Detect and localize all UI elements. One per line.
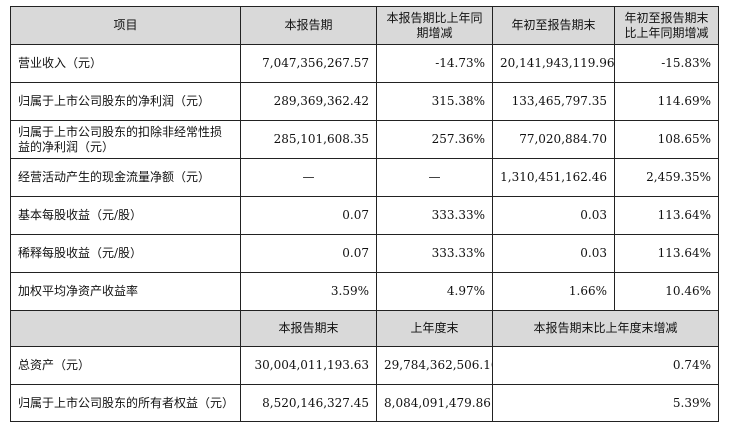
table-row: 经营活动产生的现金流量净额（元） — — 1,310,451,162.46 2,… xyxy=(10,158,719,197)
cell-current-change: -14.73% xyxy=(376,44,493,83)
cell-current: 285,101,608.35 xyxy=(240,120,377,159)
cell-ytd-change: 113.64% xyxy=(614,196,719,235)
cell-current: 0.07 xyxy=(240,196,377,235)
cell-change: 5.39% xyxy=(492,384,719,422)
cell-ytd: 77,020,884.70 xyxy=(492,120,615,159)
header-current-period: 本报告期 xyxy=(240,6,377,45)
row-label: 归属于上市公司股东的扣除非经常性损益的净利润（元） xyxy=(10,120,241,159)
cell-ytd-change: 2,459.35% xyxy=(614,158,719,197)
row-label: 归属于上市公司股东的净利润（元） xyxy=(10,82,241,121)
cell-period-end: 30,004,011,193.63 xyxy=(240,346,377,385)
cell-change: 0.74% xyxy=(492,346,719,385)
header-current-change: 本报告期比上年同期增减 xyxy=(376,6,493,45)
table-row: 归属于上市公司股东的扣除非经常性损益的净利润（元） 285,101,608.35… xyxy=(10,120,719,159)
cell-prior-year-end: 29,784,362,506.10 xyxy=(376,346,493,385)
table-row: 总资产（元） 30,004,011,193.63 29,784,362,506.… xyxy=(10,346,719,385)
cell-current-change: 257.36% xyxy=(376,120,493,159)
cell-ytd: 1,310,451,162.46 xyxy=(492,158,615,197)
cell-current-change: 4.97% xyxy=(376,272,493,311)
cell-ytd: 0.03 xyxy=(492,234,615,273)
row-label: 加权平均净资产收益率 xyxy=(10,272,241,311)
cell-current: 7,047,356,267.57 xyxy=(240,44,377,83)
cell-current: 289,369,362.42 xyxy=(240,82,377,121)
header-prior-year-end: 上年度末 xyxy=(376,310,493,347)
row-label: 归属于上市公司股东的所有者权益（元） xyxy=(10,384,241,422)
table-row: 加权平均净资产收益率 3.59% 4.97% 1.66% 10.46% xyxy=(10,272,719,311)
cell-current-change: 333.33% xyxy=(376,234,493,273)
header-period-end: 本报告期末 xyxy=(240,310,377,347)
table-row: 稀释每股收益（元/股） 0.07 333.33% 0.03 113.64% xyxy=(10,234,719,273)
row-label: 营业收入（元） xyxy=(10,44,241,83)
header-blank xyxy=(10,310,241,347)
cell-current-change: 315.38% xyxy=(376,82,493,121)
cell-ytd-change: 113.64% xyxy=(614,234,719,273)
cell-current: — xyxy=(240,158,377,197)
header-item: 项目 xyxy=(10,6,241,45)
cell-current-change: — xyxy=(376,158,493,197)
cell-current: 0.07 xyxy=(240,234,377,273)
cell-prior-year-end: 8,084,091,479.86 xyxy=(376,384,493,422)
cell-ytd-change: -15.83% xyxy=(614,44,719,83)
cell-period-end: 8,520,146,327.45 xyxy=(240,384,377,422)
header-ytd-change: 年初至报告期末比上年同期增减 xyxy=(614,6,719,45)
row-label: 稀释每股收益（元/股） xyxy=(10,234,241,273)
cell-current-change: 333.33% xyxy=(376,196,493,235)
table-row: 营业收入（元） 7,047,356,267.57 -14.73% 20,141,… xyxy=(10,44,719,83)
header-ytd: 年初至报告期末 xyxy=(492,6,615,45)
row-label: 基本每股收益（元/股） xyxy=(10,196,241,235)
header-period-end-change: 本报告期末比上年度末增减 xyxy=(492,310,719,347)
table-row: 归属于上市公司股东的所有者权益（元） 8,520,146,327.45 8,08… xyxy=(10,384,719,422)
cell-ytd: 0.03 xyxy=(492,196,615,235)
row-label: 总资产（元） xyxy=(10,346,241,385)
financial-summary-table: 项目 本报告期 本报告期比上年同期增减 年初至报告期末 年初至报告期末比上年同期… xyxy=(10,6,719,422)
cell-ytd: 1.66% xyxy=(492,272,615,311)
table-row: 基本每股收益（元/股） 0.07 333.33% 0.03 113.64% xyxy=(10,196,719,235)
table-header-row-2: 本报告期末 上年度末 本报告期末比上年度末增减 xyxy=(10,310,719,347)
cell-ytd-change: 114.69% xyxy=(614,82,719,121)
table-header-row: 项目 本报告期 本报告期比上年同期增减 年初至报告期末 年初至报告期末比上年同期… xyxy=(10,6,719,45)
row-label: 经营活动产生的现金流量净额（元） xyxy=(10,158,241,197)
cell-ytd: 20,141,943,119.96 xyxy=(492,44,615,83)
table-row: 归属于上市公司股东的净利润（元） 289,369,362.42 315.38% … xyxy=(10,82,719,121)
cell-current: 3.59% xyxy=(240,272,377,311)
cell-ytd: 133,465,797.35 xyxy=(492,82,615,121)
cell-ytd-change: 108.65% xyxy=(614,120,719,159)
cell-ytd-change: 10.46% xyxy=(614,272,719,311)
